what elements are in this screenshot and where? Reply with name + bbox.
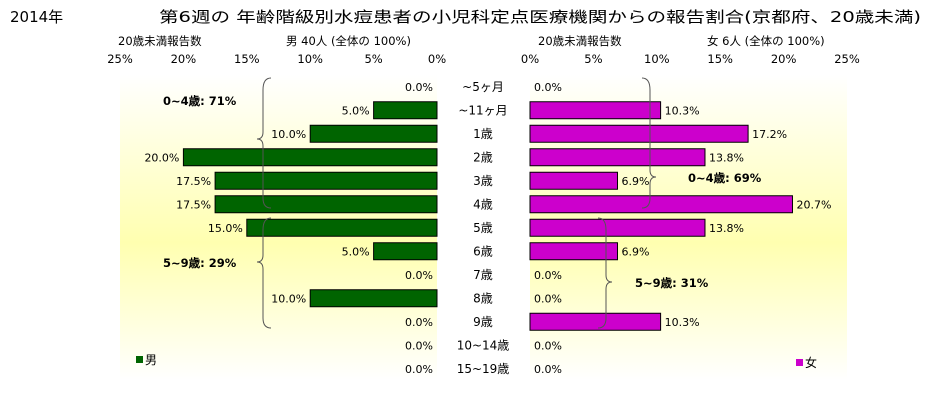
left-axis-ticks: 0% 5% 10% 15% 20% 25% bbox=[107, 52, 446, 66]
male-bar bbox=[373, 101, 438, 120]
female-value-label: 17.2% bbox=[752, 128, 787, 141]
male-bar bbox=[246, 218, 438, 237]
right-annotation-0-4: 0~4歳: 69% bbox=[688, 171, 762, 185]
male-value-label: 0.0% bbox=[405, 339, 433, 352]
chart-title: 第6週の 年齢階級別水痘患者の小児科定点医療機関からの報告割合(京都府、20歳未… bbox=[159, 8, 921, 26]
right-brace-0-4 bbox=[641, 77, 657, 209]
male-bar bbox=[309, 124, 438, 143]
category-label: 4歳 bbox=[473, 197, 493, 211]
female-bar bbox=[529, 218, 706, 237]
male-value-label: 5.0% bbox=[342, 104, 370, 117]
female-bar bbox=[529, 242, 618, 261]
category-label: ~5ヶ月 bbox=[462, 80, 504, 94]
right-brace-5-9 bbox=[597, 217, 613, 329]
category-labels: ~5ヶ月 ~11ヶ月 1歳 2歳 3歳 4歳 5歳 6歳 7歳 8歳 9歳 10~14歳 15~19歳 bbox=[457, 80, 510, 376]
female-value-label: 10.3% bbox=[665, 316, 700, 329]
male-value-label: 15.0% bbox=[208, 222, 243, 235]
male-bar bbox=[373, 242, 438, 261]
left-tick-label: 15% bbox=[234, 52, 260, 66]
male-value-label: 0.0% bbox=[405, 363, 433, 376]
legend-swatch-male bbox=[136, 356, 143, 363]
male-value-label: 5.0% bbox=[342, 245, 370, 258]
legend-swatch-female bbox=[796, 359, 803, 366]
female-bar bbox=[529, 124, 749, 143]
right-annotation-5-9: 5~9歳: 31% bbox=[635, 276, 709, 290]
right-tick-label: 10% bbox=[644, 52, 670, 66]
right-header-label: 20歳未満報告数 bbox=[538, 34, 622, 48]
female-value-label: 13.8% bbox=[709, 151, 744, 164]
category-label: 3歳 bbox=[473, 174, 493, 188]
male-value-label: 0.0% bbox=[405, 81, 433, 94]
category-label: 10~14歳 bbox=[457, 338, 510, 352]
right-tick-label: 15% bbox=[707, 52, 733, 66]
female-value-label: 13.8% bbox=[709, 222, 744, 235]
female-value-label: 0.0% bbox=[534, 269, 562, 282]
female-value-label: 6.9% bbox=[621, 175, 649, 188]
left-tick-label: 0% bbox=[428, 52, 446, 66]
left-value-labels: 0.0% 5.0% 10.0% 20.0% 17.5% 17.5% 15.0% 5.0% 0.0… bbox=[144, 81, 433, 376]
left-bars bbox=[182, 101, 438, 308]
female-value-label: 0.0% bbox=[534, 363, 562, 376]
female-bar bbox=[529, 312, 662, 331]
year-label: 2014年 bbox=[10, 8, 63, 26]
right-braces bbox=[597, 77, 657, 329]
right-tick-label: 0% bbox=[521, 52, 539, 66]
category-label: 15~19歳 bbox=[457, 362, 510, 376]
legend-label-female: 女 bbox=[805, 355, 817, 370]
left-braces bbox=[256, 77, 272, 329]
right-bars bbox=[529, 101, 793, 331]
male-bar bbox=[214, 195, 438, 214]
female-value-label: 20.7% bbox=[796, 198, 831, 211]
female-value-label: 10.3% bbox=[665, 104, 700, 117]
male-bar bbox=[214, 171, 438, 190]
category-label: 7歳 bbox=[473, 268, 493, 282]
male-value-label: 10.0% bbox=[271, 128, 306, 141]
category-label: 9歳 bbox=[473, 315, 493, 329]
female-value-label: 0.0% bbox=[534, 339, 562, 352]
male-value-label: 17.5% bbox=[176, 175, 211, 188]
category-label: ~11ヶ月 bbox=[458, 103, 507, 117]
left-brace-5-9 bbox=[256, 217, 272, 329]
female-value-label: 0.0% bbox=[534, 81, 562, 94]
left-header-label: 20歳未満報告数 bbox=[118, 34, 202, 48]
right-tick-label: 20% bbox=[771, 52, 797, 66]
right-value-labels: 0.0% 10.3% 17.2% 13.8% 6.9% 20.7% 13.8% 6.9% 0.0… bbox=[534, 81, 831, 376]
male-bar bbox=[182, 148, 438, 167]
left-brace-0-4 bbox=[256, 77, 272, 209]
male-value-label: 17.5% bbox=[176, 198, 211, 211]
male-value-label: 0.0% bbox=[405, 269, 433, 282]
left-tick-label: 20% bbox=[171, 52, 197, 66]
right-axis-ticks: 0% 5% 10% 15% 20% 25% bbox=[521, 52, 860, 66]
female-value-label: 6.9% bbox=[621, 245, 649, 258]
male-bar bbox=[309, 289, 438, 308]
category-label: 5歳 bbox=[473, 221, 493, 235]
female-bar bbox=[529, 195, 793, 214]
female-value-label: 0.0% bbox=[534, 292, 562, 305]
category-label: 8歳 bbox=[473, 291, 493, 305]
male-value-label: 10.0% bbox=[271, 292, 306, 305]
female-bar bbox=[529, 101, 662, 120]
category-label: 6歳 bbox=[473, 244, 493, 258]
right-tick-label: 25% bbox=[834, 52, 860, 66]
female-bar bbox=[529, 171, 618, 190]
left-header-total: 男 40人 (全体の 100%) bbox=[286, 34, 411, 48]
male-value-label: 20.0% bbox=[144, 151, 179, 164]
category-label: 1歳 bbox=[473, 127, 493, 141]
left-annotation-5-9: 5~9歳: 29% bbox=[163, 256, 237, 270]
legend-label-male: 男 bbox=[145, 353, 157, 367]
left-tick-label: 25% bbox=[107, 52, 133, 66]
female-bar bbox=[529, 148, 706, 167]
male-value-label: 0.0% bbox=[405, 316, 433, 329]
left-tick-label: 10% bbox=[297, 52, 323, 66]
right-header-total: 女 6人 (全体の 100%) bbox=[707, 34, 825, 48]
left-tick-label: 5% bbox=[364, 52, 382, 66]
right-tick-label: 5% bbox=[584, 52, 602, 66]
left-annotation-0-4: 0~4歳: 71% bbox=[163, 94, 237, 108]
category-label: 2歳 bbox=[473, 150, 493, 164]
